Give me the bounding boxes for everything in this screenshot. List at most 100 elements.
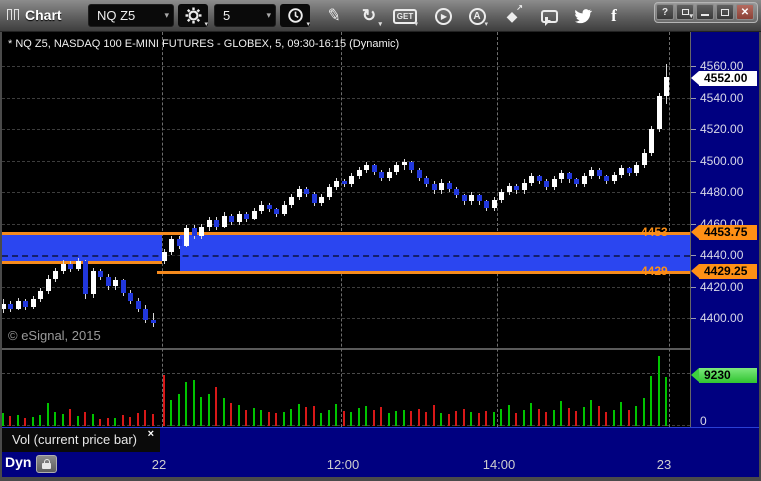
window-title: Chart [25, 7, 62, 23]
candle-up [199, 226, 204, 237]
price-pane[interactable]: * NQ Z5, NASDAQ 100 E-MINI FUTURES - GLO… [2, 32, 690, 348]
popout-button[interactable]: ▾ [676, 4, 694, 20]
volume-bar [643, 398, 645, 426]
volume-bar [17, 415, 19, 426]
last-price-tag: 4552.00 [691, 70, 757, 86]
facebook-button[interactable]: f [606, 5, 622, 27]
candle-down [462, 195, 467, 202]
candle-up [394, 165, 399, 172]
level-line [2, 232, 690, 236]
time-gridline [341, 32, 342, 427]
play-button[interactable]: ▶ [432, 5, 454, 27]
candle-up [162, 251, 167, 262]
time-template-button[interactable]: ▾ [280, 4, 310, 28]
maximize-button[interactable] [716, 4, 734, 20]
twitter-button[interactable] [571, 5, 595, 27]
candle-down [409, 162, 414, 170]
bottom-strip: Vol (current price bar) × Dyn 22 12:00 1… [2, 427, 759, 477]
play-icon: ▶ [434, 7, 452, 25]
candle-up [16, 300, 21, 309]
candle-down [98, 270, 103, 278]
volume-bar [478, 413, 480, 426]
volume-bar [208, 394, 210, 426]
candle-up [529, 176, 534, 183]
volume-bar [530, 402, 532, 426]
volume-pane[interactable] [2, 350, 690, 427]
volume-bar [440, 412, 442, 426]
candle-down [177, 239, 182, 246]
candle-down [143, 308, 148, 320]
axis-tick [691, 66, 696, 67]
volume-bar [560, 401, 562, 426]
volume-bar [665, 377, 667, 426]
candle-down [372, 165, 377, 172]
price-axis-label: 4500.00 [700, 153, 744, 168]
volume-bar [538, 409, 540, 426]
pane-divider[interactable] [2, 348, 759, 350]
refresh-button[interactable]: ↻ ▾ [356, 5, 382, 28]
axis-tick [691, 97, 696, 99]
candle-up [222, 215, 227, 227]
volume-bar [2, 413, 4, 426]
marker-button[interactable]: ◆ ↗ [500, 3, 524, 27]
candle-up [334, 180, 339, 188]
price-axis[interactable]: 4552.00 4453.75 4429.25 10000 0 9230 456… [690, 32, 759, 428]
price-axis-label: 4440.00 [700, 248, 744, 262]
axis-tick [691, 192, 696, 193]
chevron-down-icon: ▾ [306, 21, 310, 28]
candle-down [244, 214, 249, 219]
volume-bar [590, 399, 592, 426]
candle-up [289, 196, 294, 205]
candle-down [604, 176, 609, 181]
volume-bar [523, 409, 525, 426]
auto-button[interactable]: A ▾ [466, 5, 488, 28]
window-edge [0, 477, 761, 481]
candle-up [61, 264, 66, 271]
lock-button[interactable] [36, 455, 57, 473]
volume-bar [425, 411, 427, 426]
interval-value: 5 [223, 8, 231, 23]
volume-bar [598, 406, 600, 426]
volume-bar [343, 411, 345, 426]
level-line [157, 270, 690, 274]
session-gridline [669, 32, 670, 427]
volume-bar [388, 413, 390, 426]
close-icon[interactable]: × [147, 428, 154, 440]
draw-button[interactable]: ✎ [320, 3, 347, 29]
candle-down [192, 228, 197, 237]
symbol-dropdown[interactable]: NQ Z5 ▾ [88, 4, 174, 27]
close-button[interactable]: ✕ [736, 4, 754, 20]
get-data-button[interactable]: GET ▾ [392, 5, 418, 28]
level-edge-label: 4429.25 [641, 263, 668, 278]
symbol-value: NQ Z5 [97, 8, 136, 23]
volume-bar [613, 409, 615, 426]
candle-down [454, 188, 459, 196]
candle-up [357, 169, 362, 177]
candle-down [106, 277, 111, 287]
candle-down [537, 176, 542, 181]
axis-tick [691, 223, 696, 225]
volume-bar [328, 410, 330, 426]
help-button[interactable]: ? [656, 4, 674, 20]
clock-icon [287, 8, 303, 23]
lock-icon [42, 459, 51, 469]
symbol-settings-button[interactable]: ▾ [178, 4, 208, 28]
volume-bar [493, 411, 495, 426]
dyn-mode-button[interactable]: Dyn [5, 454, 32, 470]
candle-up [252, 210, 257, 219]
candle-up [619, 168, 624, 175]
volume-bar [129, 416, 131, 426]
candle-down [214, 220, 219, 227]
volume-bar [144, 410, 146, 426]
volume-bar [54, 412, 56, 426]
minimize-button[interactable] [696, 4, 714, 20]
session-gridline [162, 32, 163, 427]
interval-dropdown[interactable]: 5 ▾ [214, 4, 276, 27]
candle-down [424, 177, 429, 185]
candle-up [364, 165, 369, 170]
chat-button[interactable] [537, 5, 561, 27]
volume-bar [335, 404, 337, 426]
candle-up [634, 165, 639, 174]
level-price-tag: 4429.25 [691, 263, 757, 279]
candle-up [31, 299, 36, 307]
